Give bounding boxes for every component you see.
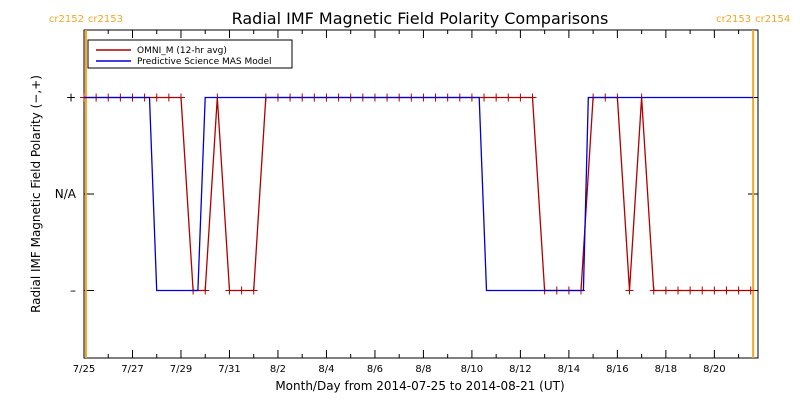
x-tick-label: 8/8: [415, 364, 431, 375]
carrington-label-left: cr2152: [49, 14, 84, 25]
x-tick-label: 7/29: [170, 364, 192, 375]
x-tick-label: 8/10: [461, 364, 483, 375]
x-tick-label: 8/12: [509, 364, 531, 375]
x-axis-label: Month/Day from 2014-07-25 to 2014-08-21 …: [275, 379, 564, 393]
x-tick-label: 8/14: [558, 364, 580, 375]
legend-box: [87, 39, 293, 69]
y-axis-label: Radial IMF Magnetic Field Polarity (−,+): [29, 75, 43, 313]
x-tick-label: 7/31: [218, 364, 240, 375]
series-line-omni: [84, 96, 751, 292]
x-tick-label: 7/25: [73, 364, 95, 375]
x-tick-label: 8/18: [655, 364, 677, 375]
carrington-label-right: cr2153: [88, 14, 123, 25]
legend-label-mas: Predictive Science MAS Model: [137, 57, 272, 67]
x-tick-label: 8/4: [318, 364, 334, 375]
chart-title: Radial IMF Magnetic Field Polarity Compa…: [232, 9, 609, 28]
x-tick-label: 8/2: [270, 364, 286, 375]
legend-label-omni: OMNI_M (12-hr avg): [137, 46, 227, 56]
legend: OMNI_M (12-hr avg) Predictive Science MA…: [87, 39, 293, 69]
carrington-markers: cr2152 cr2153 cr2153 cr2154: [49, 14, 790, 358]
x-axis: 7/25 7/27 7/29 7/31 8/2 8/4 8/6 8/8 8/10 8/12 8/14…: [73, 30, 740, 375]
x-tick-label: 8/6: [367, 364, 383, 375]
carrington-label-right: cr2154: [755, 14, 790, 25]
series-layer: [80, 93, 755, 295]
y-tick-label: +: [66, 91, 76, 105]
x-tick-label: 8/20: [703, 364, 725, 375]
y-tick-label: N/A: [55, 187, 77, 201]
x-tick-label: 8/16: [606, 364, 628, 375]
series-line-mas: [84, 96, 754, 292]
y-tick-label: –: [70, 283, 76, 297]
plot-frame: [83, 29, 759, 359]
carrington-label-left: cr2153: [716, 14, 751, 25]
x-tick-label: 7/27: [121, 364, 143, 375]
